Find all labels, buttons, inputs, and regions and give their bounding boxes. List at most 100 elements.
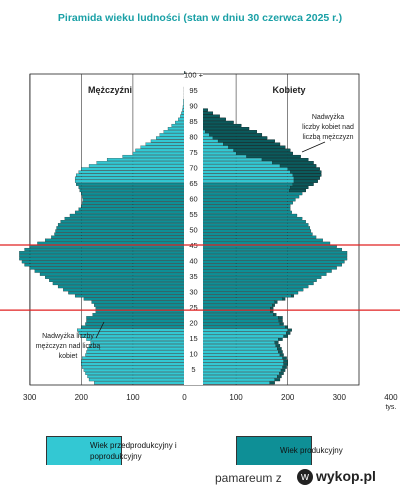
bar-men — [55, 229, 185, 233]
bar-men — [60, 220, 185, 224]
population-pyramid-chart: 100 +95908580757065605550454035302520151… — [0, 71, 400, 411]
bar-men — [87, 375, 185, 379]
x-tick-label: 200 — [75, 393, 89, 402]
bar-men — [122, 154, 185, 158]
bar-men — [57, 285, 185, 289]
bar-men — [175, 120, 185, 124]
bar-men — [178, 117, 185, 121]
bar-excess-women — [228, 145, 286, 149]
bar-men — [132, 151, 185, 155]
bar-men — [49, 278, 185, 282]
bar-men — [78, 331, 185, 335]
bar-excess-women — [290, 185, 309, 189]
bar-men — [82, 356, 185, 360]
bar-excess-women — [292, 173, 322, 177]
bar-excess-women — [261, 158, 309, 162]
wykop-logo-icon: w — [297, 469, 313, 485]
annotation-excess-women: Nadwyżka — [312, 114, 344, 121]
bar-excess-women — [279, 164, 317, 168]
bar-men — [95, 306, 185, 310]
bar-men — [37, 241, 185, 245]
bar-men — [24, 263, 185, 267]
bar-women — [184, 254, 348, 258]
x-unit-label-right: tys. — [385, 404, 396, 411]
bar-men — [85, 371, 185, 375]
annotation-excess-men: Nadwyżka liczby — [42, 333, 94, 340]
bar-excess-men — [283, 359, 288, 363]
footer-username[interactable]: pamareum z — [215, 471, 282, 485]
bar-excess-men — [274, 300, 278, 304]
annotation-excess-men: mężczyzn nad liczbą — [36, 343, 101, 350]
bar-men — [87, 347, 185, 351]
y-tick-label: 55 — [189, 210, 197, 219]
legend-label-productive: Wiek produkcyjny — [280, 446, 343, 455]
bar-men — [82, 365, 185, 369]
bar-women — [184, 247, 343, 251]
bar-excess-women — [293, 179, 318, 183]
y-tick-label: 60 — [189, 195, 197, 204]
bar-men — [86, 319, 185, 323]
chart-title: Piramida wieku ludności (stan w dniu 30 … — [57, 12, 343, 24]
annotation-excess-women: liczby kobiet nad — [302, 124, 354, 131]
y-tick-label: 85 — [189, 117, 197, 126]
bar-excess-men — [282, 297, 286, 301]
bar-excess-men — [283, 334, 288, 338]
bar-excess-women — [290, 170, 322, 174]
x-tick-label: 0 — [182, 393, 187, 402]
bar-men — [56, 226, 185, 230]
bar-excess-women — [200, 127, 250, 131]
bar-men — [77, 328, 185, 332]
bar-women — [184, 260, 345, 264]
bar-men — [88, 164, 185, 168]
bar-excess-men — [274, 340, 279, 344]
bar-men — [140, 145, 185, 149]
bar-men — [52, 282, 185, 286]
y-tick-label: 15 — [189, 334, 197, 343]
bar-excess-women — [217, 139, 275, 143]
annotation-excess-men: kobiet — [59, 353, 78, 360]
bar-excess-men — [278, 316, 283, 320]
bar-excess-women — [223, 142, 281, 146]
bar-excess-men — [282, 365, 287, 369]
bar-men — [69, 213, 185, 217]
bar-men — [94, 303, 185, 307]
bar-men — [88, 344, 185, 348]
bar-men — [74, 294, 185, 298]
y-tick-label: 95 — [189, 86, 197, 95]
x-tick-label: 300 — [333, 393, 347, 402]
bar-excess-women — [287, 167, 320, 171]
bar-men — [82, 195, 185, 199]
bar-women — [184, 226, 311, 230]
bar-men — [76, 173, 185, 177]
bar-excess-women — [246, 154, 301, 158]
legend-label-nonproductive: Wiek przedprodukcyjny i poprodukcyjny — [90, 441, 177, 461]
bar-excess-men — [270, 306, 274, 310]
bar-men — [19, 254, 185, 258]
annotation-arrow-women — [301, 141, 326, 153]
y-tick-label: 40 — [189, 257, 197, 266]
x-tick-label: 100 — [126, 393, 140, 402]
footer-site-name[interactable]: wykop.pl — [316, 468, 376, 484]
bar-excess-men — [278, 319, 283, 323]
bar-excess-men — [277, 375, 282, 379]
bar-excess-men — [278, 337, 283, 341]
bar-excess-men — [280, 368, 286, 372]
bar-excess-men — [278, 350, 283, 354]
bar-men — [163, 130, 185, 134]
bar-men — [150, 139, 185, 143]
men-label: Mężczyźni — [88, 85, 132, 95]
bar-excess-men — [273, 313, 277, 317]
bar-men — [74, 176, 185, 180]
bar-men — [24, 247, 185, 251]
y-tick-label: 35 — [189, 272, 197, 281]
bar-women — [184, 269, 332, 273]
y-tick-label: 25 — [189, 303, 197, 312]
bar-excess-women — [235, 151, 293, 155]
bar-men — [74, 179, 185, 183]
y-tick-label: 70 — [189, 164, 197, 173]
bar-women — [184, 235, 317, 239]
bar-men — [81, 325, 185, 329]
bar-women — [184, 232, 313, 236]
bar-men — [145, 142, 185, 146]
bar-women — [184, 263, 343, 267]
